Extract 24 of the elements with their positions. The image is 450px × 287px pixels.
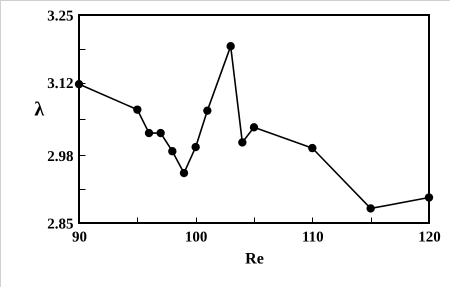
point <box>308 144 317 152</box>
x-tick-label: 120 <box>418 230 441 246</box>
y-tick-label: 3.25 <box>47 8 74 24</box>
y-tick-label: 3.12 <box>47 76 74 92</box>
point <box>238 138 247 147</box>
y-tick-label: 2.98 <box>47 148 74 165</box>
point <box>203 106 212 115</box>
point <box>133 105 142 114</box>
y-axis-title: λ <box>34 98 44 120</box>
x-tick-label: 110 <box>302 230 324 246</box>
point <box>366 204 375 213</box>
point <box>226 42 235 50</box>
y-tick-label: 2.85 <box>47 216 74 232</box>
point <box>250 123 258 132</box>
point <box>424 193 434 202</box>
x-axis-title: Re <box>245 250 264 268</box>
point <box>144 128 154 138</box>
point <box>168 147 177 156</box>
point <box>180 168 188 178</box>
point <box>74 80 84 88</box>
point <box>191 142 200 152</box>
x-tick-label: 90 <box>72 230 87 246</box>
point <box>156 128 165 138</box>
x-tick-label: 100 <box>184 230 208 246</box>
